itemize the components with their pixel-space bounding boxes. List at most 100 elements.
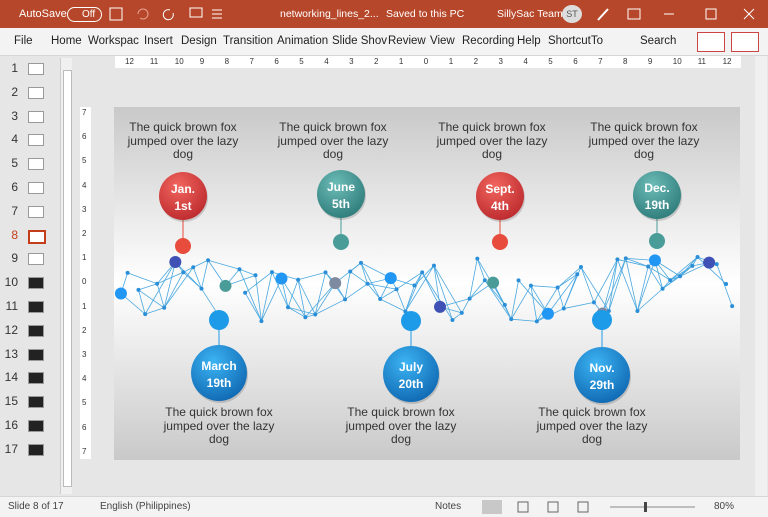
comments-button[interactable] xyxy=(731,32,759,52)
network-node xyxy=(690,263,695,268)
list-icon[interactable] xyxy=(212,9,222,19)
menu-tab[interactable]: Design xyxy=(181,35,217,47)
slide-thumbnail[interactable] xyxy=(28,348,44,361)
connector-dot xyxy=(592,310,612,330)
network-line xyxy=(625,258,638,312)
menu-tab[interactable]: Review xyxy=(388,35,426,47)
save-icon[interactable] xyxy=(109,7,123,21)
zoom-thumb[interactable] xyxy=(644,502,647,512)
slideshow-view[interactable] xyxy=(577,501,589,513)
network-node xyxy=(259,319,264,324)
menu-tab[interactable]: Insert xyxy=(144,35,173,47)
date-badge xyxy=(633,171,681,219)
sorter-view[interactable] xyxy=(517,501,529,513)
menu-tab[interactable]: Animation xyxy=(277,35,329,47)
scroll-thumb[interactable] xyxy=(63,70,72,487)
date-badge xyxy=(317,170,365,218)
network-node xyxy=(646,264,651,269)
menu-tab[interactable]: Help xyxy=(517,35,541,47)
normal-view[interactable] xyxy=(482,500,502,514)
menu-tab[interactable]: View xyxy=(430,35,455,47)
slide-thumbnail[interactable] xyxy=(28,324,44,337)
network-line xyxy=(405,272,423,312)
date-badge xyxy=(383,346,439,402)
network-line xyxy=(530,285,538,322)
ruler-label: 6 xyxy=(82,422,87,432)
network-node xyxy=(668,278,673,283)
network-node xyxy=(703,256,716,269)
slide-number: 7 xyxy=(11,203,18,218)
network-line xyxy=(602,259,618,314)
network-line xyxy=(314,272,326,315)
menu-tab[interactable]: Workspac xyxy=(88,35,139,47)
network-node xyxy=(412,283,417,288)
close-button[interactable] xyxy=(743,8,755,20)
slide-thumbnail[interactable] xyxy=(28,86,44,99)
slide-thumbnail[interactable] xyxy=(28,229,46,244)
network-node xyxy=(724,281,729,286)
slide-thumbnail[interactable] xyxy=(28,277,44,290)
reading-view[interactable] xyxy=(547,501,559,513)
date-month: Jan. xyxy=(171,182,195,196)
present-icon[interactable] xyxy=(189,7,203,18)
quick-access-icons xyxy=(109,7,222,21)
menu-tab[interactable]: Recording xyxy=(462,35,515,47)
share-button[interactable] xyxy=(697,32,725,52)
menu-tab[interactable]: ShortcutTo xyxy=(548,35,603,47)
redo-icon[interactable] xyxy=(162,9,174,21)
ruler-label: 0 xyxy=(82,277,87,287)
network-node xyxy=(578,265,583,270)
date-day: 5th xyxy=(332,197,350,211)
network-node xyxy=(575,272,580,277)
slide-number: 17 xyxy=(4,441,18,456)
search-box[interactable]: Search xyxy=(640,35,677,47)
slide-thumbnail[interactable] xyxy=(28,253,44,266)
user-avatar[interactable]: ST xyxy=(562,5,582,23)
slide-thumbnail[interactable] xyxy=(28,420,44,432)
maximize-button[interactable] xyxy=(705,8,717,20)
date-day: 1st xyxy=(174,199,191,213)
menu-tab[interactable]: Slide Shov xyxy=(332,35,387,47)
slide-thumbnail[interactable] xyxy=(28,372,44,385)
network-node xyxy=(615,257,620,262)
scrollbar[interactable] xyxy=(60,58,72,494)
network-decoration xyxy=(114,254,735,324)
menu-tab[interactable]: File xyxy=(14,35,33,47)
slide-thumbnail[interactable] xyxy=(28,134,44,147)
slide-thumbnail[interactable] xyxy=(28,443,44,456)
slide-thumbnail[interactable] xyxy=(28,63,44,75)
vertical-scrollbar[interactable] xyxy=(755,56,767,496)
network-node xyxy=(541,307,554,320)
pen-icon[interactable] xyxy=(597,8,609,21)
menu-tab[interactable]: Transition xyxy=(223,35,274,47)
network-node xyxy=(191,265,196,270)
slide-thumbnail[interactable] xyxy=(28,158,44,171)
undo-icon[interactable] xyxy=(137,8,149,20)
network-node xyxy=(660,286,665,291)
horizontal-ruler xyxy=(115,56,741,68)
network-line xyxy=(360,262,368,284)
notes-button[interactable]: Notes xyxy=(435,501,462,512)
ruler-label: 4 xyxy=(82,374,87,384)
network-line xyxy=(156,271,184,285)
network-node xyxy=(296,277,301,282)
connector-dot xyxy=(175,238,191,254)
ruler-label: 4 xyxy=(324,57,329,66)
slide-thumbnail[interactable] xyxy=(28,182,44,194)
slide-thumbnail[interactable] xyxy=(28,110,44,123)
ruler-label: 8 xyxy=(224,57,230,66)
slide-number: 16 xyxy=(4,418,18,432)
language[interactable]: English (Philippines) xyxy=(100,501,191,512)
autosave-toggle[interactable]: Off xyxy=(67,7,103,22)
ribbon-display-icon[interactable] xyxy=(627,8,641,20)
slide-thumbnail[interactable] xyxy=(28,205,44,218)
menu-tab[interactable]: Home xyxy=(51,35,82,47)
slide-thumbnail[interactable] xyxy=(28,301,44,313)
date-badge xyxy=(476,172,524,220)
network-line xyxy=(201,260,209,289)
connector-dot xyxy=(492,234,508,250)
network-line xyxy=(396,289,406,312)
slide-thumbnail[interactable] xyxy=(28,396,44,409)
event-caption: The quick brown fox jumped over the lazy… xyxy=(436,120,548,161)
zoom-level[interactable]: 80% xyxy=(714,501,735,512)
